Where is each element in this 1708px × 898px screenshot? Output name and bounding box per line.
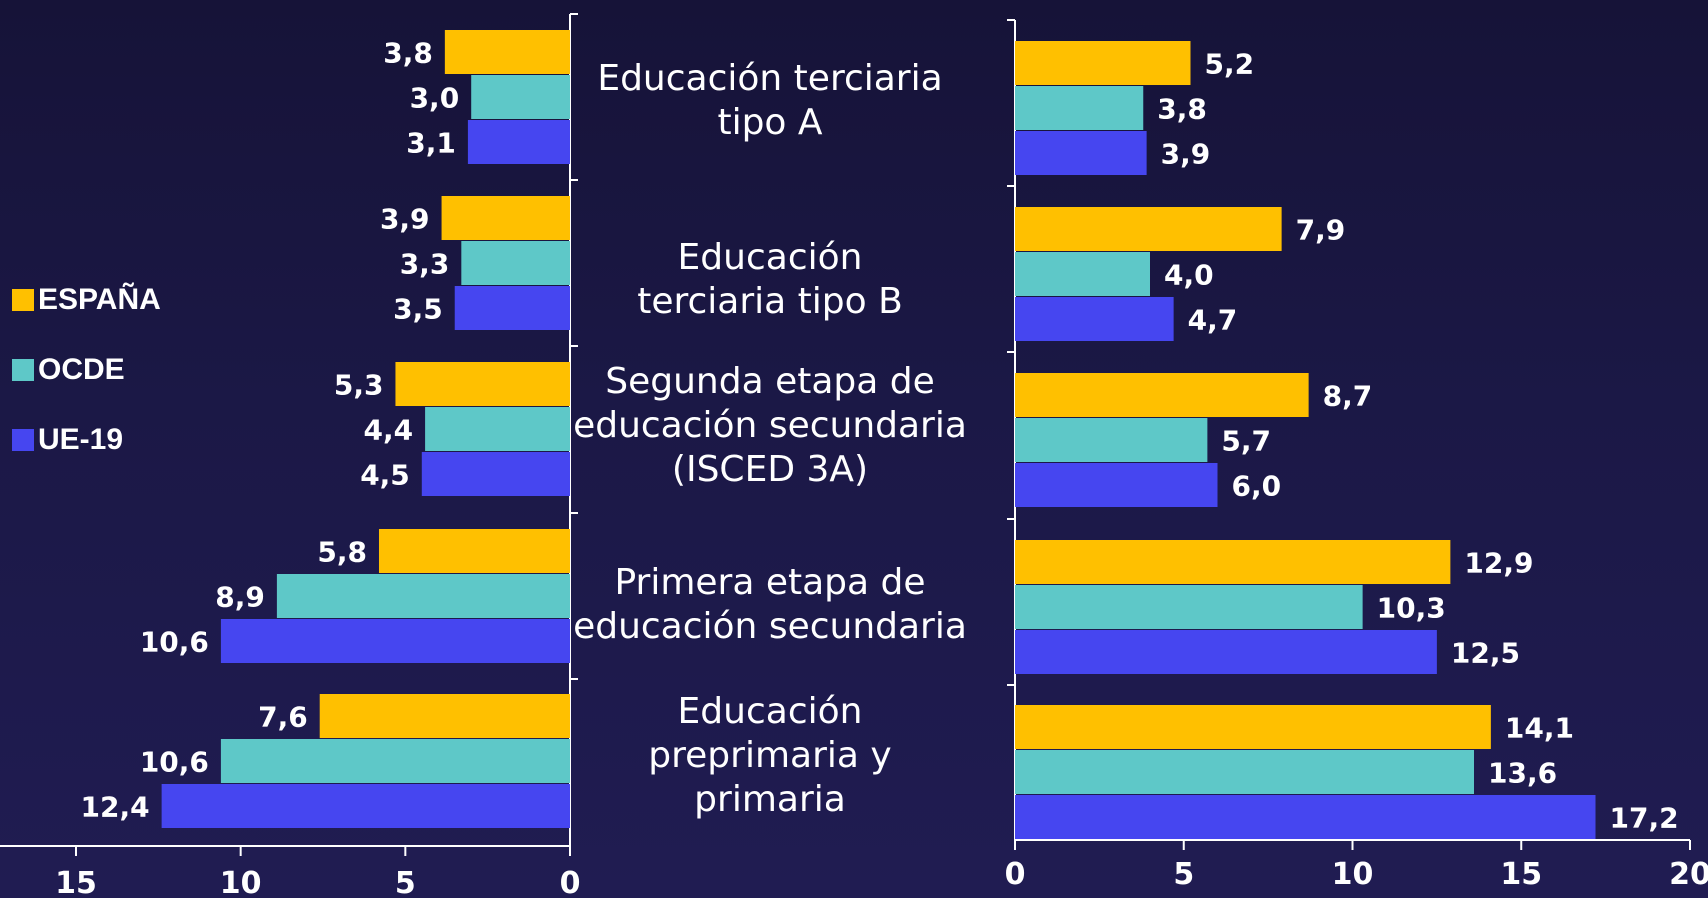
legend-swatch (12, 359, 34, 381)
right-bar (1015, 41, 1191, 85)
left-data-label: 10,6 (140, 626, 209, 659)
left-data-label: 7,6 (258, 701, 308, 734)
left-bar (471, 75, 570, 119)
legend-item: UE-19 (12, 423, 161, 456)
legend-label: UE-19 (38, 423, 124, 456)
legend-item: OCDE (12, 353, 161, 386)
right-data-label: 7,9 (1296, 214, 1346, 247)
legend-swatch (12, 429, 34, 451)
right-bar (1015, 540, 1451, 584)
right-bar (1015, 207, 1282, 251)
right-bar (1015, 86, 1144, 130)
left-data-label: 3,1 (406, 127, 456, 160)
category-label: Segunda etapa de educación secundaria (I… (573, 361, 967, 490)
left-data-label: 12,4 (81, 791, 150, 824)
right-bar (1015, 131, 1147, 175)
right-bar (1015, 750, 1474, 794)
right-data-label: 3,8 (1157, 93, 1207, 126)
legend-swatch (12, 289, 34, 311)
right-bar (1015, 373, 1309, 417)
right-data-label: 14,1 (1505, 712, 1574, 745)
right-x-tick-label: 15 (1500, 857, 1542, 892)
legend-label: OCDE (38, 353, 125, 386)
left-data-label: 8,9 (215, 581, 265, 614)
left-bar (220, 739, 570, 783)
left-data-label: 3,3 (400, 248, 450, 281)
legend-item: ESPAÑA (12, 283, 161, 316)
left-data-label: 10,6 (140, 746, 209, 779)
right-data-label: 12,5 (1451, 637, 1520, 670)
left-data-label: 5,3 (334, 369, 384, 402)
legend: ESPAÑA OCDE UE-19 (12, 283, 161, 495)
left-bar (441, 196, 570, 240)
left-data-label: 3,8 (383, 37, 433, 70)
left-bar (276, 574, 570, 618)
left-x-tick-label: 5 (395, 866, 416, 898)
left-bar (220, 619, 570, 663)
category-label: Primera etapa de educación secundaria (573, 562, 967, 647)
left-x-tick-label: 10 (220, 866, 262, 898)
right-bar (1015, 463, 1218, 507)
right-bar (1015, 705, 1491, 749)
right-data-label: 8,7 (1323, 380, 1373, 413)
left-data-label: 3,5 (393, 293, 443, 326)
right-bar (1015, 585, 1363, 629)
right-data-label: 4,0 (1164, 259, 1214, 292)
right-data-label: 12,9 (1464, 547, 1533, 580)
legend-label: ESPAÑA (38, 283, 161, 316)
left-bar (421, 452, 570, 496)
right-data-label: 5,7 (1221, 425, 1271, 458)
right-bar (1015, 297, 1174, 341)
right-x-tick-label: 5 (1173, 857, 1194, 892)
left-bar (161, 784, 571, 828)
right-data-label: 17,2 (1610, 802, 1679, 835)
right-x-tick-label: 20 (1669, 857, 1708, 892)
left-bar (378, 529, 570, 573)
category-label: Educación terciaria tipo A (597, 58, 943, 143)
left-data-label: 4,5 (360, 459, 410, 492)
left-data-label: 3,0 (410, 82, 460, 115)
right-bar (1015, 630, 1437, 674)
right-data-label: 10,3 (1377, 592, 1446, 625)
right-data-label: 5,2 (1205, 48, 1255, 81)
right-data-label: 13,6 (1488, 757, 1557, 790)
left-data-label: 3,9 (380, 203, 430, 236)
right-data-label: 6,0 (1232, 470, 1282, 503)
right-data-label: 3,9 (1161, 138, 1211, 171)
right-x-tick-label: 10 (1332, 857, 1374, 892)
right-x-tick-label: 0 (1005, 857, 1026, 892)
right-data-label: 4,7 (1188, 304, 1238, 337)
left-bar (454, 286, 570, 330)
left-bar (444, 30, 570, 74)
category-label: Educación terciaria tipo B (637, 237, 903, 322)
left-x-tick-label: 0 (560, 866, 581, 898)
right-bar (1015, 795, 1596, 839)
left-bar (467, 120, 570, 164)
right-bar (1015, 252, 1150, 296)
left-bar (395, 362, 570, 406)
right-bar (1015, 418, 1208, 462)
left-data-label: 4,4 (363, 414, 413, 447)
left-data-label: 5,8 (317, 536, 367, 569)
left-x-tick-label: 15 (55, 866, 97, 898)
category-label: Educación preprimaria y primaria (648, 691, 892, 820)
left-bar (319, 694, 570, 738)
left-bar (425, 407, 570, 451)
left-bar (461, 241, 570, 285)
